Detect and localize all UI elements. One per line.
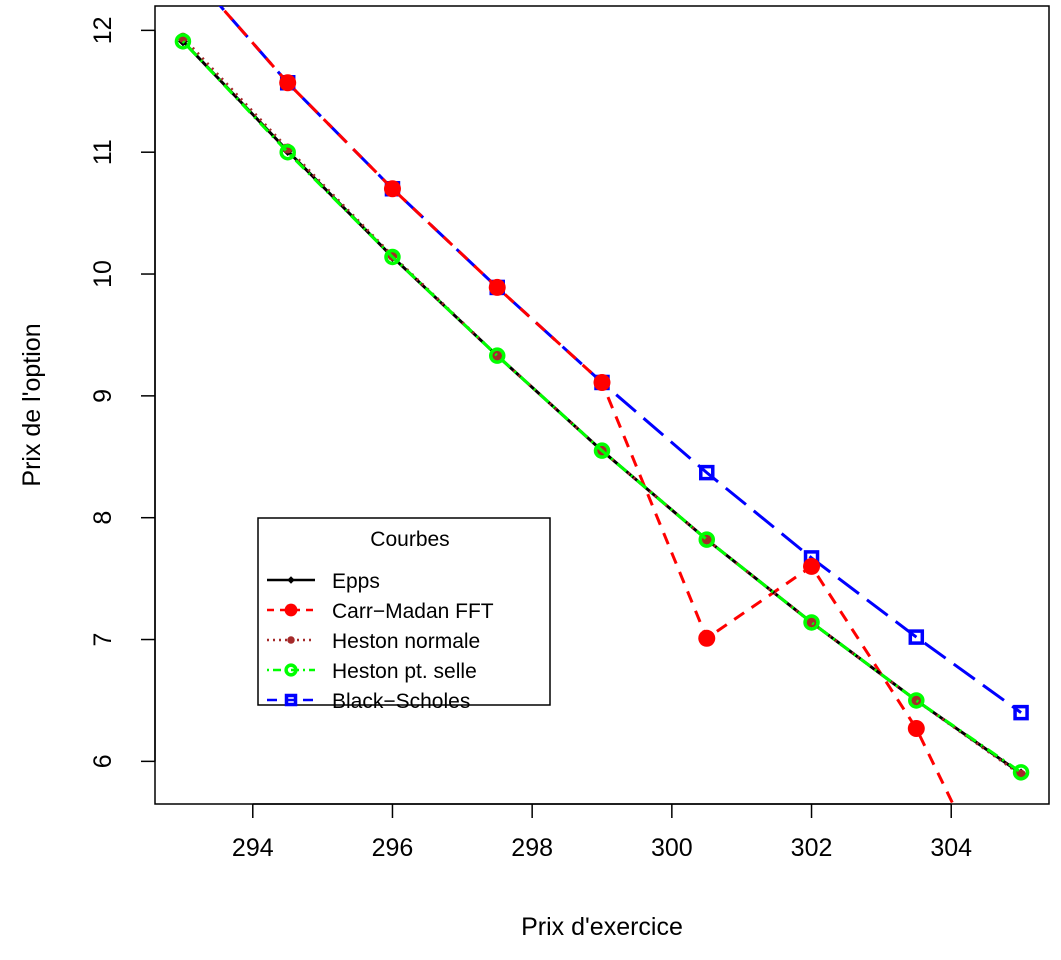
y-tick-label: 7 xyxy=(89,633,117,647)
data-point-heston-pt-selle xyxy=(488,347,506,364)
x-tick-label: 298 xyxy=(511,834,553,862)
legend-entry-heston-normale: Heston normale xyxy=(267,630,480,653)
data-point-heston-pt-selle xyxy=(1012,764,1030,781)
y-tick-label: 9 xyxy=(89,389,117,403)
y-tick-label: 12 xyxy=(89,16,117,44)
x-tick-label: 304 xyxy=(930,834,972,862)
legend-label: Heston normale xyxy=(332,630,480,653)
data-point-carr-madan-fft xyxy=(488,278,506,296)
x-axis-title: Prix d'exercice xyxy=(521,913,683,941)
x-tick-label: 296 xyxy=(372,834,414,862)
data-point-heston-pt-selle xyxy=(279,143,296,161)
legend-swatch-marker xyxy=(284,693,298,707)
legend: Courbes Epps Carr−Madan FFT Heston normale H… xyxy=(257,517,551,713)
legend-entry-carr-madan-fft: Carr−Madan FFT xyxy=(267,600,494,623)
series-layer xyxy=(174,6,1030,953)
data-point-carr-madan-fft xyxy=(698,629,716,647)
y-axis-title: Prix de l'option xyxy=(18,323,46,486)
y-tick-label: 6 xyxy=(89,754,117,768)
data-point-heston-pt-selle xyxy=(174,33,192,50)
data-point-heston-pt-selle xyxy=(803,614,820,631)
series-heston-pt-selle xyxy=(174,33,1030,781)
x-axis: 294 296 298 300 302 304 xyxy=(232,803,972,862)
data-point-heston-pt-selle xyxy=(698,531,716,548)
legend-swatch-marker xyxy=(287,576,295,584)
data-point-heston-pt-selle xyxy=(908,692,925,709)
data-point-carr-madan-fft xyxy=(1013,936,1030,953)
x-tick-label: 300 xyxy=(651,834,693,862)
data-point-heston-pt-selle xyxy=(593,442,611,459)
x-tick-label: 302 xyxy=(791,834,833,862)
legend-swatch-marker xyxy=(284,663,298,677)
data-point-carr-madan-fft xyxy=(279,74,297,92)
series-carr-madan-fft xyxy=(218,6,1030,953)
data-point-carr-madan-fft xyxy=(593,373,611,391)
legend-label: Heston pt. selle xyxy=(332,660,477,683)
y-tick-label: 10 xyxy=(89,260,117,288)
legend-entry-epps: Epps xyxy=(267,570,380,593)
data-point-carr-madan-fft xyxy=(803,557,821,575)
data-point-black-scholes xyxy=(908,629,925,645)
y-tick-label: 8 xyxy=(89,511,117,525)
data-point-carr-madan-fft xyxy=(383,180,401,198)
data-point-heston-normale xyxy=(492,350,503,361)
legend-swatch-marker xyxy=(284,603,298,617)
data-point-heston-pt-selle xyxy=(384,248,401,266)
data-point-black-scholes xyxy=(1013,704,1029,721)
x-tick-label: 294 xyxy=(232,834,274,862)
legend-box xyxy=(257,517,551,706)
data-point-heston-normale xyxy=(911,695,922,706)
legend-entry-black-scholes: Black−Scholes xyxy=(267,690,470,713)
y-axis: 6 7 8 9 10 11 12 xyxy=(89,16,156,768)
data-point-carr-madan-fft xyxy=(907,719,925,737)
legend-label: Carr−Madan FFT xyxy=(332,600,494,623)
y-tick-label: 11 xyxy=(89,139,117,165)
legend-label: Epps xyxy=(332,570,380,593)
series-line-carr-madan-fft xyxy=(218,6,955,804)
data-point-black-scholes xyxy=(699,464,715,481)
legend-title: Courbes xyxy=(370,528,449,551)
series-line-heston-pt-selle xyxy=(181,40,1022,774)
legend-swatch-marker xyxy=(287,636,295,644)
data-point-heston-normale xyxy=(806,617,817,628)
legend-entry-heston-pt-selle: Heston pt. selle xyxy=(267,660,477,683)
legend-label: Black−Scholes xyxy=(332,690,470,713)
